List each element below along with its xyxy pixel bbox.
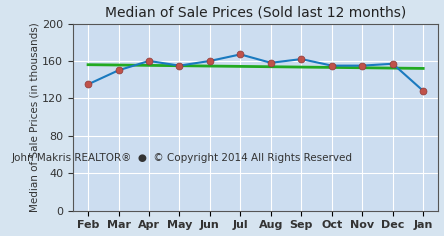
Text: John Makris REALTOR®  ●  © Copyright 2014 All Rights Reserved: John Makris REALTOR® ● © Copyright 2014 …: [12, 153, 353, 163]
Title: Median of Sale Prices (Sold last 12 months): Median of Sale Prices (Sold last 12 mont…: [105, 6, 406, 20]
Y-axis label: Median of Sale Prices (in thousands): Median of Sale Prices (in thousands): [29, 22, 39, 212]
